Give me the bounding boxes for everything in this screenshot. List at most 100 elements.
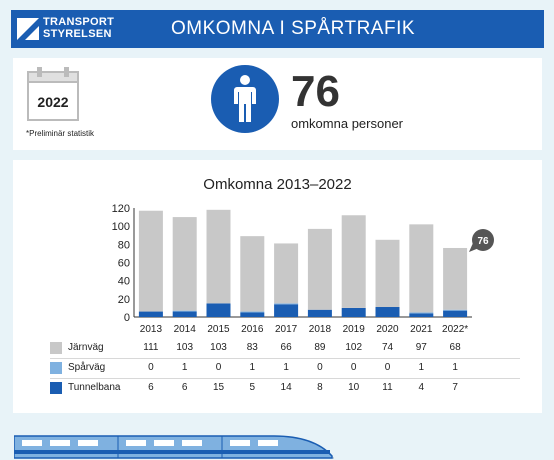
bar-spårväg — [409, 312, 434, 314]
train-illustration — [14, 435, 334, 459]
table-cell: 0 — [215, 362, 222, 373]
table-cell: 5 — [249, 382, 256, 393]
table-cell: 10 — [348, 382, 360, 393]
table-cell: 111 — [143, 342, 159, 353]
legend-label: Tunnelbana — [68, 382, 121, 393]
annotation-bubble — [472, 229, 494, 251]
table-cell: 103 — [176, 342, 194, 353]
bar-spårväg — [240, 311, 265, 313]
table-cell: 6 — [148, 382, 154, 393]
chart-title: Omkomna 2013–2022 — [203, 176, 352, 193]
calendar-icon: 2022 — [25, 66, 81, 122]
table-cell: 89 — [314, 342, 326, 353]
bar-tunnelbana — [307, 309, 332, 317]
bar-järnväg — [274, 243, 299, 304]
x-tick-label: 2020 — [376, 324, 399, 335]
table-cell: 11 — [382, 382, 393, 393]
x-tick-label: 2015 — [207, 324, 230, 335]
total-deaths-value: 76 — [291, 67, 340, 116]
summary-card: 2022 *Preliminär statistik 76 omkomna pe… — [13, 58, 542, 150]
bar-järnväg — [206, 209, 231, 304]
table-cell: 0 — [148, 362, 154, 373]
table-cell: 0 — [317, 362, 323, 373]
legend-row-järnväg: Järnväg 111 103 103 83 66 89 102 74 97 68 — [50, 340, 530, 358]
table-cell: 0 — [384, 362, 391, 373]
bar-järnväg — [172, 217, 197, 311]
bar-tunnelbana — [206, 303, 231, 317]
y-tick-label: 20 — [118, 294, 130, 306]
logo-text-line2: STYRELSEN — [43, 28, 112, 40]
table-cell: 1 — [283, 362, 289, 373]
bar-järnväg — [443, 247, 468, 310]
header-bar: TRANSPORT STYRELSEN OMKOMNA I SPÅRTRAFIK — [11, 10, 544, 48]
logo-text-line1: TRANSPORT — [43, 16, 115, 28]
y-tick-label: 0 — [124, 312, 130, 324]
table-cell: 14 — [280, 382, 292, 393]
table-cell: 1 — [181, 362, 188, 373]
bar-tunnelbana — [240, 312, 265, 317]
y-tick-label: 120 — [112, 203, 130, 215]
table-cell: 83 — [246, 342, 258, 353]
bar-järnväg — [307, 228, 332, 310]
transportstyrelsen-logo: TRANSPORT STYRELSEN — [17, 16, 137, 42]
total-deaths-label: omkomna personer — [291, 116, 403, 131]
person-badge — [211, 65, 279, 133]
legend-swatch — [50, 382, 62, 394]
bar-spårväg — [443, 309, 468, 311]
x-tick-label: 2016 — [241, 324, 264, 335]
bar-tunnelbana — [274, 304, 299, 317]
table-cell: 97 — [415, 342, 427, 353]
table-cell: 103 — [210, 342, 227, 353]
table-cell: 74 — [381, 342, 394, 353]
x-tick-label: 2014 — [174, 324, 197, 335]
table-cell: 1 — [249, 362, 256, 373]
bar-tunnelbana — [138, 311, 163, 317]
page-title: OMKOMNA I SPÅRTRAFIK — [171, 18, 416, 39]
logo-mark-icon — [17, 18, 39, 40]
bar-tunnelbana — [375, 307, 400, 317]
x-tick-label: 2017 — [275, 324, 298, 335]
legend-swatch — [50, 362, 62, 374]
table-cell: 7 — [452, 382, 458, 393]
legend-row-tunnelbana: Tunnelbana 6 6 15 5 14 8 10 11 4 7 — [50, 380, 530, 398]
table-cell: 6 — [181, 382, 188, 393]
bar-järnväg — [138, 210, 163, 312]
chart-card: Omkomna 2013–2022 0 20 40 60 80 100 120 2013 201… — [13, 160, 542, 413]
bar-spårväg — [274, 303, 299, 305]
legend-row-spårväg: Spårväg 0 1 0 1 1 0 0 0 1 1 — [50, 360, 530, 378]
y-tick-label: 60 — [118, 258, 130, 270]
table-cell: 1 — [452, 362, 458, 373]
x-tick-label: 2019 — [343, 324, 366, 335]
person-icon — [234, 75, 256, 122]
legend-label: Järnväg — [68, 342, 104, 353]
bar-tunnelbana — [172, 311, 197, 317]
x-tick-label: 2018 — [309, 324, 332, 335]
bar-chart: 0 20 40 60 80 100 120 2013 2014 2015 2016 2017 2018 2… — [112, 203, 494, 335]
table-cell: 8 — [317, 382, 323, 393]
bar-järnväg — [341, 215, 366, 308]
bar-järnväg — [240, 236, 265, 312]
annotation-value: 76 — [477, 236, 489, 247]
x-tick-label: 2022* — [442, 324, 468, 335]
table-cell: 15 — [212, 382, 225, 393]
table-cell: 0 — [350, 362, 357, 373]
y-tick-label: 40 — [118, 276, 130, 288]
preliminary-note: *Preliminär statistik — [26, 129, 95, 138]
bar-spårväg — [172, 310, 197, 312]
bar-järnväg — [409, 224, 434, 313]
x-tick-label: 2021 — [410, 324, 433, 335]
x-tick-label: 2013 — [140, 324, 163, 335]
bar-järnväg — [375, 239, 400, 308]
table-cell: 1 — [418, 362, 425, 373]
legend-label: Spårväg — [68, 362, 106, 373]
table-cell: 68 — [449, 342, 461, 353]
bar-tunnelbana — [443, 310, 468, 317]
table-cell: 4 — [418, 382, 425, 393]
table-cell: 102 — [345, 342, 363, 353]
y-tick-label: 100 — [112, 221, 130, 233]
table-cell: 66 — [280, 342, 292, 353]
bar-tunnelbana — [341, 307, 366, 317]
legend-swatch — [50, 342, 62, 354]
summary-year: 2022 — [37, 94, 69, 110]
annotation-pointer — [469, 243, 479, 252]
